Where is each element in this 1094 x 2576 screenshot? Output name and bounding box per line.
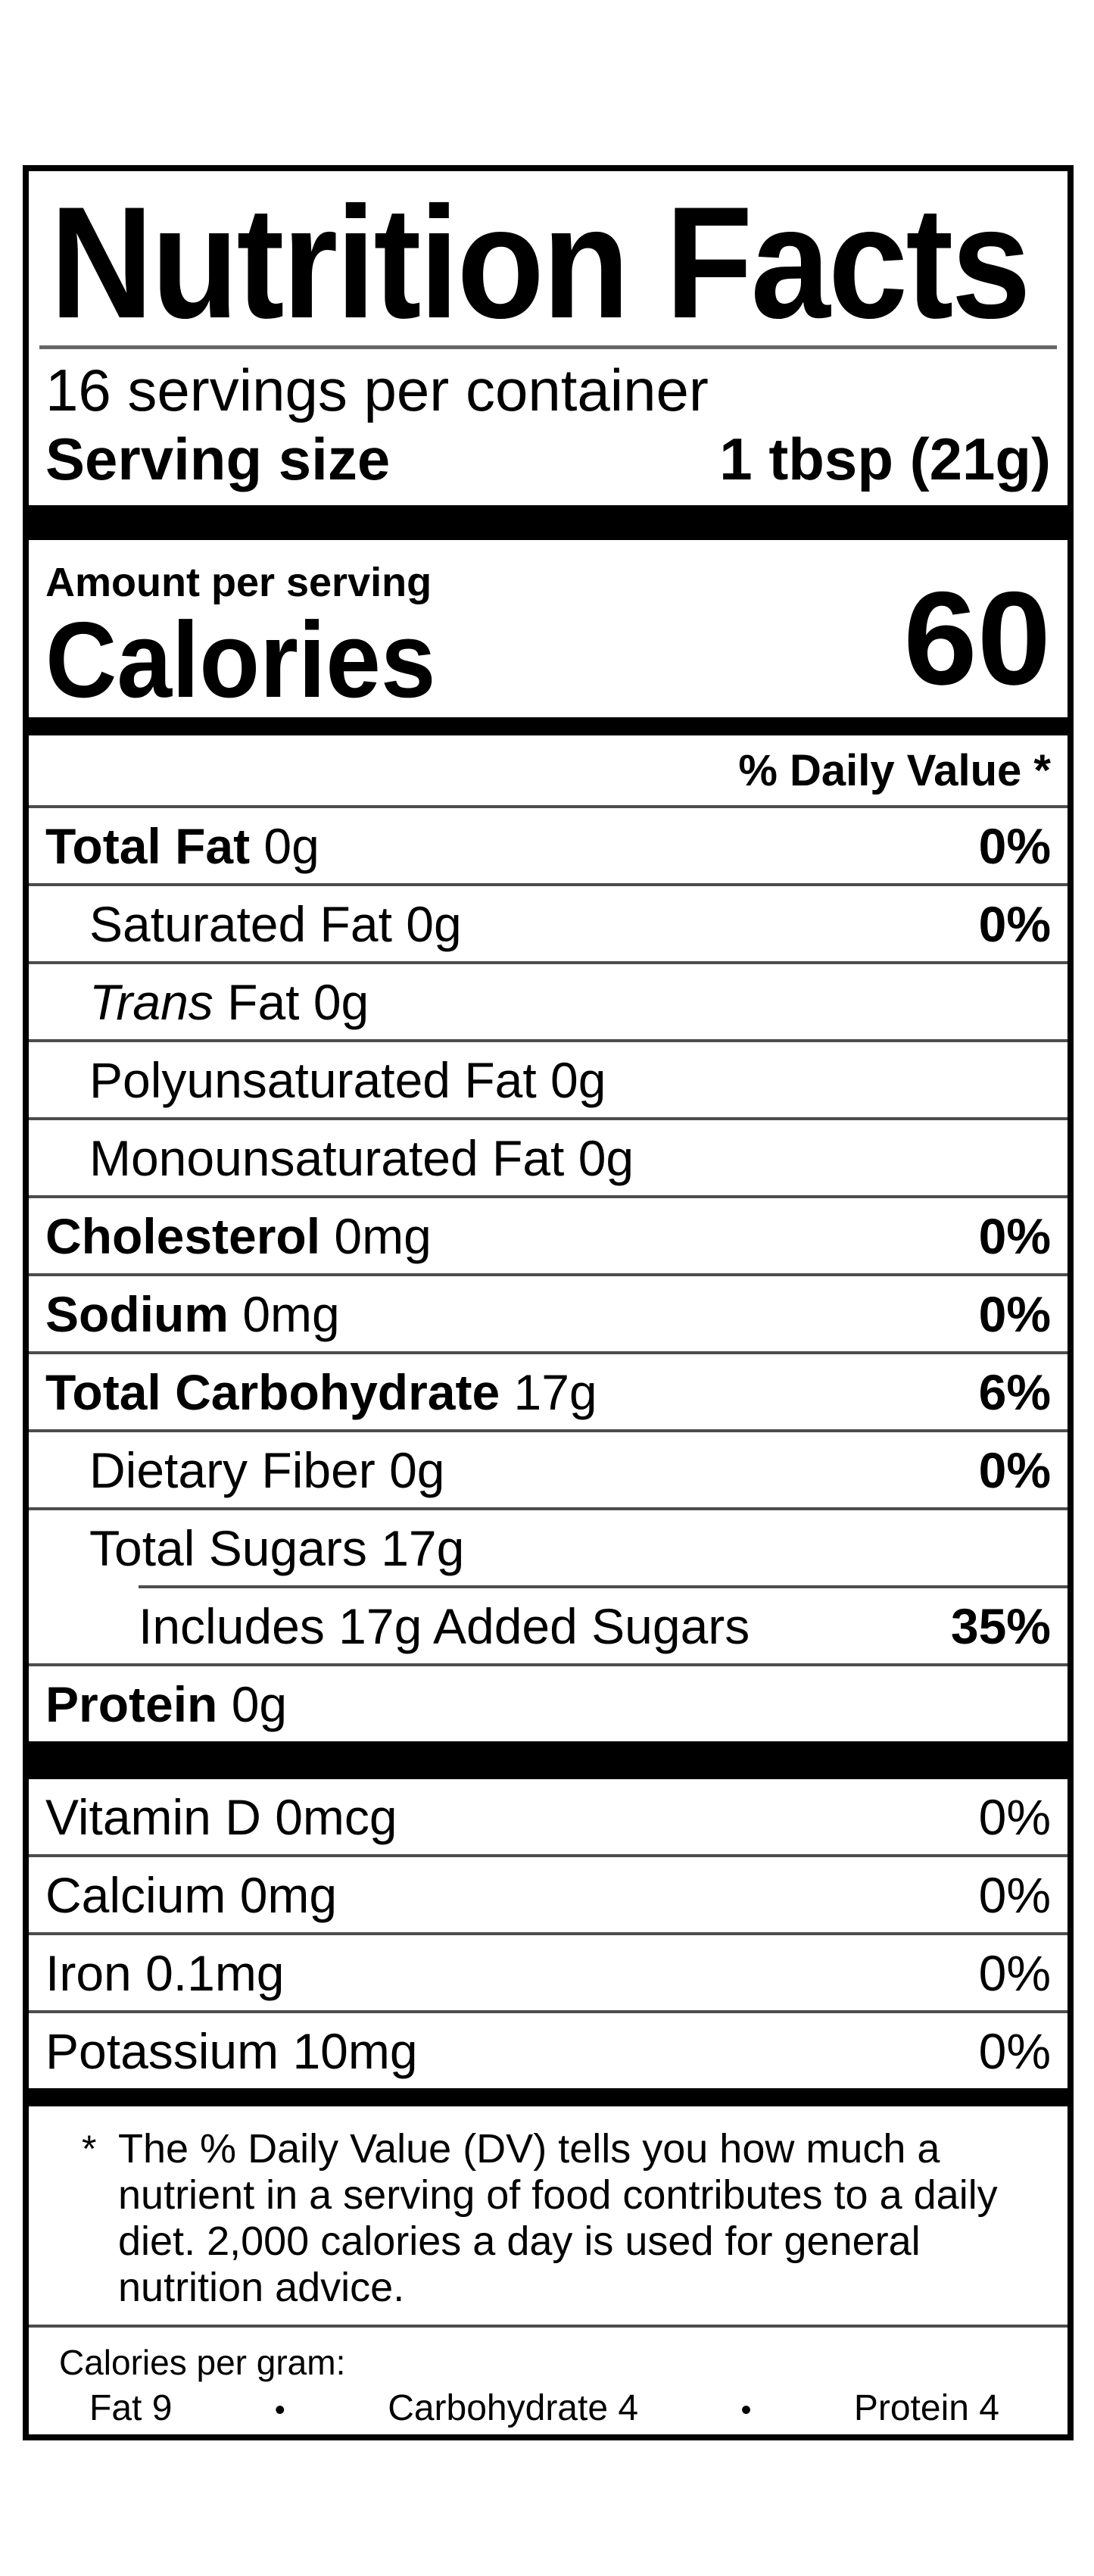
separator-bar-thick-vitamins [29, 1741, 1068, 1779]
title-divider [39, 345, 1057, 349]
vitamin-row-iron: Iron 0.1mg 0% [29, 1935, 1068, 2010]
nutrient-row-cholesterol: Cholesterol 0mg 0% [29, 1198, 1068, 1273]
serving-size-label: Serving size [45, 426, 391, 492]
calories-per-gram-heading: Calories per gram: [59, 2343, 346, 2382]
vitamin-name: Vitamin D 0mcg [45, 1788, 397, 1845]
nutrient-dv: 0% [978, 1285, 1051, 1342]
calories-label: Calories [45, 600, 436, 720]
vitamin-dv: 0% [978, 2022, 1051, 2079]
nutrient-name: Trans Fat 0g [89, 973, 369, 1030]
nutrient-dv: 0% [978, 817, 1051, 874]
separator-bar-medium-footnote [29, 2088, 1068, 2106]
row-divider [29, 961, 1068, 964]
vitamin-dv: 0% [978, 1944, 1051, 2001]
vitamin-name: Iron 0.1mg [45, 1944, 285, 2001]
footnote-line: diet. 2,000 calories a day is used for g… [118, 2218, 921, 2264]
nutrient-name: Total Fat 0g [45, 817, 319, 874]
daily-value-header: % Daily Value * [738, 746, 1051, 795]
row-divider [29, 1507, 1068, 1510]
separator-bar-medium-calories [29, 717, 1068, 735]
nutrient-row-monounsaturated-fat: Monounsaturated Fat 0g [29, 1120, 1068, 1195]
calories-value: 60 [903, 565, 1051, 713]
label-title-text: Nutrition Facts [50, 173, 1031, 351]
cpg-fat: Fat 9 [89, 2388, 173, 2428]
vitamin-dv: 0% [978, 1788, 1051, 1845]
nutrient-row-total-carbohydrate: Total Carbohydrate 17g 6% [29, 1354, 1068, 1429]
nutrient-row-added-sugars: Includes 17g Added Sugars 35% [29, 1588, 1068, 1663]
separator-bar-thick-top [29, 505, 1068, 540]
row-divider [29, 1351, 1068, 1354]
row-divider [29, 1429, 1068, 1432]
footnote-divider [29, 2325, 1068, 2328]
footnote-line: nutrient in a serving of food contribute… [118, 2172, 998, 2218]
nutrient-dv: 0% [978, 1441, 1051, 1498]
bullet-separator: • [274, 2393, 285, 2427]
nutrient-row-total-sugars: Total Sugars 17g [29, 1510, 1068, 1585]
nutrient-name: Dietary Fiber 0g [89, 1441, 445, 1498]
calories-row: Calories 60 [45, 573, 1051, 720]
footnote-text: The % Daily Value (DV) tells you how muc… [118, 2126, 998, 2311]
amount-per-serving: Amount per serving [45, 560, 432, 605]
spacer [29, 796, 1068, 805]
vitamin-name: Potassium 10mg [45, 2022, 418, 2079]
nutrient-name: Total Carbohydrate 17g [45, 1363, 597, 1420]
nutrient-row-total-fat: Total Fat 0g 0% [29, 808, 1068, 883]
row-divider [29, 1039, 1068, 1042]
nutrient-name: Protein 0g [45, 1675, 288, 1732]
row-divider [29, 1117, 1068, 1120]
bullet-separator: • [740, 2393, 752, 2427]
nutrient-row-saturated-fat: Saturated Fat 0g 0% [29, 886, 1068, 961]
serving-size-row: Serving size 1 tbsp (21g) [45, 425, 1051, 493]
vitamin-row-potassium: Potassium 10mg 0% [29, 2013, 1068, 2088]
row-divider [29, 1854, 1068, 1857]
nutrient-name: Includes 17g Added Sugars [139, 1597, 750, 1654]
row-divider [29, 2010, 1068, 2013]
vitamin-name: Calcium 0mg [45, 1866, 338, 1923]
nutrition-facts-label: Nutrition Facts 16 servings per containe… [23, 165, 1074, 2440]
vitamin-row-vitamin-d: Vitamin D 0mcg 0% [29, 1779, 1068, 1854]
vitamin-dv: 0% [978, 1866, 1051, 1923]
footnote-line: The % Daily Value (DV) tells you how muc… [118, 2126, 940, 2172]
nutrient-dv: 0% [978, 895, 1051, 952]
row-divider-indented [139, 1585, 1068, 1588]
vitamin-row-calcium: Calcium 0mg 0% [29, 1857, 1068, 1932]
nutrient-row-polyunsaturated-fat: Polyunsaturated Fat 0g [29, 1042, 1068, 1117]
row-divider [29, 1663, 1068, 1666]
nutrient-name: Total Sugars 17g [89, 1519, 465, 1576]
nutrient-name: Monounsaturated Fat 0g [89, 1129, 634, 1186]
calories-per-gram-row: Fat 9 • Carbohydrate 4 • Protein 4 [29, 2382, 1068, 2431]
cpg-carbohydrate: Carbohydrate 4 [388, 2388, 639, 2428]
footnote-asterisk: * [82, 2128, 97, 2170]
nutrient-name: Saturated Fat 0g [89, 895, 462, 952]
nutrient-row-trans-fat: Trans Fat 0g [29, 964, 1068, 1039]
row-divider [29, 805, 1068, 808]
nutrient-row-protein: Protein 0g [29, 1666, 1068, 1741]
nutrient-row-sodium: Sodium 0mg 0% [29, 1276, 1068, 1351]
nutrient-name: Polyunsaturated Fat 0g [89, 1051, 606, 1108]
daily-value-footnote: * The % Daily Value (DV) tells you how m… [29, 2106, 1068, 2311]
nutrient-name: Cholesterol 0mg [45, 1207, 432, 1264]
servings-per-container: 16 servings per container [45, 357, 709, 423]
footnote-line: nutrition advice. [118, 2265, 405, 2310]
nutrient-name: Sodium 0mg [45, 1285, 340, 1342]
row-divider [29, 883, 1068, 886]
serving-size-value: 1 tbsp (21g) [719, 426, 1051, 492]
row-divider [29, 1273, 1068, 1276]
nutrient-row-dietary-fiber: Dietary Fiber 0g 0% [29, 1432, 1068, 1507]
nutrient-dv: 6% [978, 1363, 1051, 1420]
row-divider [29, 1195, 1068, 1198]
label-title: Nutrition Facts [50, 173, 1052, 351]
nutrient-dv: 0% [978, 1207, 1051, 1264]
nutrient-dv: 35% [950, 1597, 1051, 1654]
row-divider [29, 1932, 1068, 1935]
cpg-protein: Protein 4 [853, 2388, 999, 2428]
